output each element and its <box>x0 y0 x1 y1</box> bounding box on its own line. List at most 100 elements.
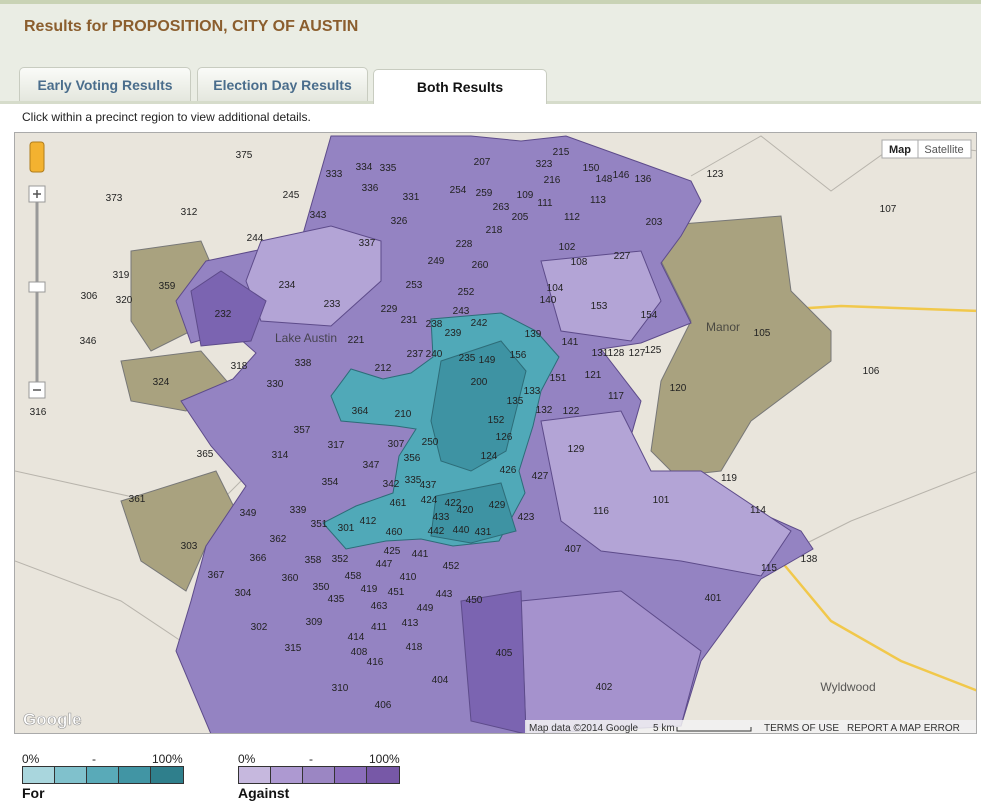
for-region[interactable] <box>430 340 527 472</box>
precinct-label: 111 <box>537 198 553 209</box>
place-label: Wyldwood <box>820 680 875 694</box>
precinct-label: 461 <box>390 498 407 509</box>
precinct-label: 450 <box>466 595 483 606</box>
precinct-label: 315 <box>285 643 302 654</box>
precinct-label: 425 <box>384 546 401 557</box>
against-region[interactable] <box>245 225 382 327</box>
tab[interactable]: Election Day Results <box>197 67 368 101</box>
map[interactable]: 375 373 312 245 333 343 244 337 207 123 107 203 113 1… <box>14 132 977 734</box>
precinct-label: 244 <box>247 233 264 244</box>
precinct-label: 433 <box>433 512 450 523</box>
precinct-label: 218 <box>486 225 503 236</box>
precinct-label: 407 <box>565 544 582 555</box>
precinct-label: 420 <box>457 505 474 516</box>
precinct-label: 109 <box>517 190 534 201</box>
scale-label: 5 km <box>653 723 675 734</box>
precinct-label: 238 <box>426 319 443 330</box>
precinct-label: 250 <box>422 437 439 448</box>
precinct-label: 404 <box>432 675 449 686</box>
legend-max: 100% <box>369 752 400 766</box>
for-region[interactable] <box>430 482 517 544</box>
precinct-label: 326 <box>391 216 408 227</box>
precinct-label: 259 <box>476 188 493 199</box>
precinct-label: 306 <box>81 291 98 302</box>
report-link[interactable]: REPORT A MAP ERROR <box>847 723 960 734</box>
precinct-label: 361 <box>129 494 146 505</box>
precinct-label: 216 <box>544 175 561 186</box>
precinct-label: 412 <box>360 516 377 527</box>
legend-scale <box>238 766 400 784</box>
precinct-label: 120 <box>670 383 687 394</box>
tab[interactable]: Early Voting Results <box>19 67 191 101</box>
precinct-label: 452 <box>443 561 460 572</box>
precinct-label: 347 <box>363 460 380 471</box>
precinct-label: 107 <box>880 204 897 215</box>
against-region[interactable] <box>540 410 792 577</box>
legend-swatch <box>86 766 119 784</box>
page-title: Results for PROPOSITION, CITY OF AUSTIN <box>24 18 359 35</box>
terms-link[interactable]: TERMS OF USE <box>764 723 839 734</box>
precinct-label: 346 <box>80 336 97 347</box>
map-controls: Map Satellite <box>28 139 972 399</box>
precinct-label: 263 <box>493 202 510 213</box>
precinct-label: 124 <box>481 451 498 462</box>
legend-swatch <box>22 766 55 784</box>
precinct-label: 113 <box>590 195 606 206</box>
precinct-label: 443 <box>436 589 453 600</box>
precinct-label: 359 <box>159 281 176 292</box>
against-region[interactable] <box>460 590 527 734</box>
precinct-label: 309 <box>306 617 323 628</box>
precinct-label: 119 <box>721 473 737 484</box>
zoom-handle[interactable] <box>28 281 46 293</box>
precinct-label: 200 <box>471 377 488 388</box>
precinct-label: 260 <box>472 260 489 271</box>
precinct-label: 463 <box>371 601 388 612</box>
precinct-label: 414 <box>348 632 365 643</box>
precinct-label: 245 <box>283 190 300 201</box>
precinct-label: 334 <box>356 162 373 173</box>
precinct-label: 127 <box>629 348 646 359</box>
precinct-label: 232 <box>215 309 232 320</box>
precinct-label: 136 <box>635 174 652 185</box>
precinct-label: 458 <box>345 571 362 582</box>
map-type-button[interactable] <box>917 139 972 159</box>
precinct-label: 362 <box>270 534 287 545</box>
precinct-label: 240 <box>426 349 443 360</box>
precinct-label: 352 <box>332 554 349 565</box>
precinct-label: 242 <box>471 318 488 329</box>
pegman[interactable] <box>29 141 45 173</box>
precinct-label: 135 <box>507 396 524 407</box>
precinct-label: 235 <box>459 353 476 364</box>
precinct-label: 339 <box>290 505 307 516</box>
precinct-label: 212 <box>375 363 392 374</box>
precinct-label: 314 <box>272 450 289 461</box>
against-region[interactable] <box>540 250 662 342</box>
precinct-label: 440 <box>453 525 470 536</box>
precinct-label: 435 <box>328 594 345 605</box>
precinct-label: 416 <box>367 657 384 668</box>
precinct-label: 342 <box>383 479 400 490</box>
precinct-label: 312 <box>181 207 198 218</box>
precinct-label: 117 <box>608 391 624 402</box>
precinct-label: 239 <box>445 328 462 339</box>
precinct-label: 375 <box>236 150 253 161</box>
precinct-label: 356 <box>404 453 421 464</box>
map-type-label: Satellite <box>924 144 963 156</box>
precinct-label: 350 <box>313 582 330 593</box>
precinct-label: 252 <box>458 287 475 298</box>
against-region[interactable] <box>190 270 267 347</box>
legend-swatch <box>54 766 87 784</box>
precinct-label: 419 <box>361 584 378 595</box>
tab-active[interactable]: Both Results <box>373 69 547 104</box>
precinct-label: 333 <box>326 169 343 180</box>
legend-swatch <box>118 766 151 784</box>
precinct-label: 418 <box>406 642 423 653</box>
precinct-label: 102 <box>559 242 576 253</box>
precinct-label: 336 <box>362 183 379 194</box>
olive-region[interactable] <box>650 215 832 477</box>
instruction: Click within a precinct region to view a… <box>22 110 311 124</box>
legend-swatch <box>366 766 400 784</box>
precinct-label: 112 <box>564 212 580 223</box>
precinct-label: 114 <box>750 505 766 516</box>
precinct-label: 401 <box>705 593 722 604</box>
